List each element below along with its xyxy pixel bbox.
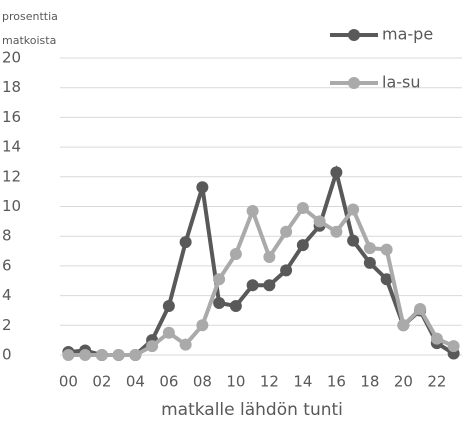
x-tick-label: 10 bbox=[226, 373, 245, 391]
y-tick-label: 0 bbox=[2, 346, 12, 364]
y-tick-label: 18 bbox=[2, 78, 21, 96]
point bbox=[263, 279, 276, 292]
y-tick-label: 12 bbox=[2, 167, 21, 185]
point bbox=[430, 332, 443, 345]
x-tick-label: 16 bbox=[327, 373, 346, 391]
series-line bbox=[68, 205, 455, 357]
point bbox=[112, 349, 125, 361]
point bbox=[213, 273, 226, 286]
point bbox=[363, 242, 376, 255]
x-tick-label: 22 bbox=[427, 373, 446, 391]
legend-marker bbox=[348, 77, 360, 89]
point bbox=[162, 326, 175, 339]
point bbox=[296, 201, 309, 214]
point bbox=[330, 225, 343, 238]
x-tick-label: 12 bbox=[260, 373, 279, 391]
point bbox=[397, 319, 410, 332]
y-axis-label: matkoista bbox=[2, 34, 56, 47]
point bbox=[196, 181, 209, 194]
legend-marker bbox=[348, 29, 360, 41]
point bbox=[246, 204, 259, 217]
x-tick-label: 14 bbox=[293, 373, 312, 391]
point bbox=[313, 215, 326, 228]
y-tick-label: 14 bbox=[2, 138, 21, 156]
point bbox=[146, 340, 159, 353]
point bbox=[79, 349, 92, 361]
point bbox=[229, 299, 242, 312]
legend-label: ma-pe bbox=[382, 25, 433, 44]
point bbox=[62, 349, 75, 361]
point bbox=[380, 273, 393, 286]
point bbox=[280, 264, 293, 277]
point bbox=[347, 203, 360, 216]
point bbox=[263, 250, 276, 263]
point bbox=[162, 299, 175, 312]
y-axis-label: prosenttia bbox=[2, 10, 58, 23]
x-axis-label: matkalle lähdön tunti bbox=[161, 400, 343, 420]
legend-label: la-su bbox=[382, 73, 421, 92]
point bbox=[95, 349, 108, 361]
x-tick-label: 08 bbox=[193, 373, 212, 391]
point bbox=[129, 349, 142, 361]
point bbox=[347, 234, 360, 247]
y-tick-label: 4 bbox=[2, 286, 12, 304]
x-tick-label: 02 bbox=[92, 373, 111, 391]
point bbox=[380, 243, 393, 256]
y-tick-label: 6 bbox=[2, 256, 12, 274]
point bbox=[213, 297, 226, 310]
point bbox=[196, 319, 209, 332]
series-line bbox=[68, 164, 455, 357]
point bbox=[296, 239, 309, 252]
point bbox=[447, 340, 460, 353]
point bbox=[179, 236, 192, 249]
point bbox=[246, 279, 259, 292]
point bbox=[280, 225, 293, 238]
point bbox=[229, 248, 242, 261]
y-tick-label: 16 bbox=[2, 108, 21, 126]
y-tick-label: 8 bbox=[2, 227, 12, 245]
point bbox=[330, 166, 343, 179]
x-tick-label: 06 bbox=[159, 373, 178, 391]
x-tick-label: 20 bbox=[394, 373, 413, 391]
y-tick-label: 2 bbox=[2, 316, 12, 334]
y-tick-label: 10 bbox=[2, 197, 21, 215]
point bbox=[363, 256, 376, 269]
x-tick-label: 00 bbox=[59, 373, 78, 391]
x-tick-label: 04 bbox=[126, 373, 145, 391]
point bbox=[179, 338, 192, 351]
y-tick-label: 20 bbox=[2, 49, 21, 67]
x-tick-label: 18 bbox=[360, 373, 379, 391]
point bbox=[414, 302, 427, 315]
